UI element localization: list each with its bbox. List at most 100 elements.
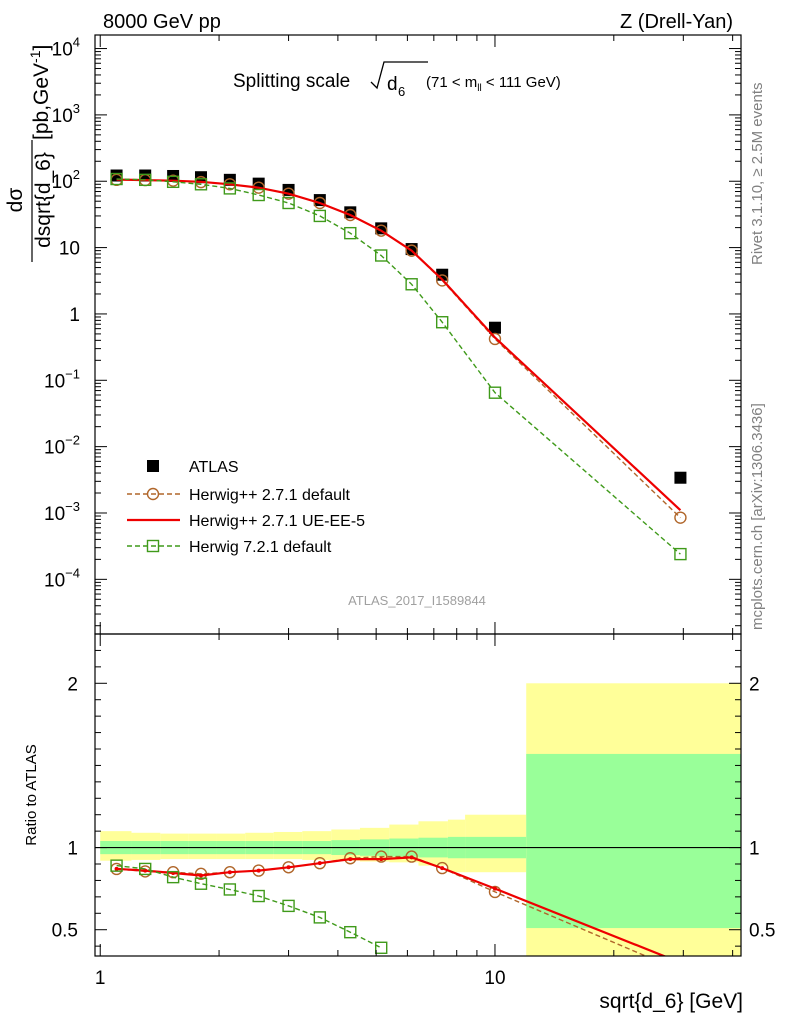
ratio-y-tick-label-right: 0.5 xyxy=(749,921,775,942)
data-point xyxy=(313,209,327,223)
ylabel-units: [pb,GeV xyxy=(30,63,53,140)
main-series-layer xyxy=(110,169,687,561)
inner-band-bin xyxy=(526,753,741,929)
main-y-tick-label: 10−1 xyxy=(44,366,80,392)
ratio-point xyxy=(440,866,445,871)
data-point xyxy=(674,547,687,561)
title-cut-end: < 111 GeV) xyxy=(482,74,561,91)
svg-text:(71 < mll < 111 GeV): (71 < mll < 111 GeV) xyxy=(426,74,561,94)
data-point xyxy=(344,208,357,222)
ratio-point xyxy=(678,961,682,965)
data-point xyxy=(674,511,687,524)
main-x-ticks xyxy=(99,35,734,634)
ratio-point xyxy=(256,868,261,873)
ratio-point xyxy=(114,866,119,871)
legend-label: Herwig++ 2.7.1 UE-EE-5 xyxy=(189,513,365,530)
data-point xyxy=(194,178,208,191)
title-cut-sub: ll xyxy=(477,83,481,94)
main-y-tick-label: 10−4 xyxy=(44,565,80,591)
data-point xyxy=(488,386,502,399)
ratio-point xyxy=(223,883,237,896)
ratio-point xyxy=(492,886,497,891)
ratio-frame xyxy=(94,633,742,957)
x-axis-label: sqrt{d_6} [GeV] xyxy=(599,990,743,1013)
rivet-version-text: Rivet 3.1.10, ≥ 2.5M events xyxy=(749,83,766,266)
x-tick-label: 10 xyxy=(484,968,505,989)
title-text: Splitting scale xyxy=(233,71,350,92)
data-point xyxy=(223,182,237,195)
data-point xyxy=(139,169,152,182)
ratio-uncertainty-bands xyxy=(100,683,741,956)
main-y-tick-label: 10 xyxy=(59,239,80,260)
ratio-point xyxy=(194,877,208,890)
legend-marker xyxy=(146,539,160,553)
ratio-point xyxy=(313,911,327,924)
ratio-series-line xyxy=(116,856,667,956)
data-point xyxy=(405,244,418,257)
header-right: Z (Drell-Yan) xyxy=(620,11,733,33)
title-cut: (71 < m xyxy=(426,74,477,91)
data-point xyxy=(282,196,295,210)
ratio-point xyxy=(375,850,388,863)
ratio-series-line xyxy=(116,864,382,949)
data-point xyxy=(139,173,152,187)
ylabel-units-end: ] xyxy=(30,45,53,51)
ratio-point xyxy=(143,868,148,873)
data-point xyxy=(110,172,123,186)
header-left: 8000 GeV pp xyxy=(103,11,221,33)
ratio-panel: 0.5 0.5 1 1 2 2 1 10 Ratio to ATLAS sqrt{d_6} … xyxy=(23,633,775,1013)
ratio-point xyxy=(252,889,265,903)
legend-label: Herwig 7.2.1 default xyxy=(189,539,332,556)
series-line xyxy=(116,178,682,512)
ratio-y-label: Ratio to ATLAS xyxy=(23,744,40,845)
ratio-point xyxy=(379,857,384,862)
legend-label: Herwig++ 2.7.1 default xyxy=(189,487,351,504)
data-point xyxy=(435,316,449,329)
data-point xyxy=(375,224,388,237)
data-point xyxy=(344,226,357,240)
ratio-point xyxy=(375,941,388,954)
ratio-y-tick-label: 1 xyxy=(67,839,78,860)
data-point xyxy=(375,249,388,262)
ratio-x-ticks: 1 10 xyxy=(95,634,734,989)
ratio-point xyxy=(675,965,686,976)
series-line xyxy=(116,178,681,555)
ratio-point xyxy=(110,859,123,872)
legend-marker xyxy=(146,487,160,501)
data-point xyxy=(405,278,418,291)
ratio-point xyxy=(166,870,180,884)
sqrt-symbol xyxy=(370,61,428,90)
title-symbol: d xyxy=(387,74,398,95)
legend-label: ATLAS xyxy=(189,459,239,476)
ratio-point xyxy=(409,855,414,860)
ratio-point xyxy=(344,925,357,939)
ratio-point xyxy=(227,870,232,875)
data-point xyxy=(674,471,687,484)
ratio-point xyxy=(286,865,291,870)
svg-text:[pb,GeV-1]: [pb,GeV-1] xyxy=(27,45,53,140)
ratio-y-tick-label: 0.5 xyxy=(52,921,78,942)
data-point xyxy=(313,196,327,210)
analysis-watermark: ATLAS_2017_I1589844 xyxy=(348,593,486,608)
main-y-tick-label: 102 xyxy=(52,167,80,193)
main-y-tick-label: 10−3 xyxy=(44,499,80,525)
title-subscript: 6 xyxy=(398,84,405,99)
data-point xyxy=(488,321,501,334)
ratio-point xyxy=(282,899,295,913)
plot-title: Splitting scale d 6 (71 < mll < 111 GeV) xyxy=(233,61,561,99)
main-y-tick-label: 103 xyxy=(52,101,80,127)
x-tick-label: 1 xyxy=(95,968,106,989)
ratio-y-tick-label-right: 2 xyxy=(749,674,760,695)
ylabel-numerator: dσ xyxy=(4,188,27,213)
data-point xyxy=(166,175,180,189)
ratio-point xyxy=(348,857,353,862)
main-y-tick-label: 1 xyxy=(69,305,80,326)
main-y-tick-label: 10−2 xyxy=(44,433,80,459)
legend: ATLAS Herwig++ 2.7.1 default Herwig++ 2.7.… xyxy=(127,459,365,556)
ylabel-units-sup: -1 xyxy=(27,50,43,63)
main-y-label: dσ dsqrt{d_6} [pb,GeV-1] xyxy=(4,45,55,262)
data-point xyxy=(488,332,502,346)
main-y-tick-label: 104 xyxy=(52,35,80,61)
